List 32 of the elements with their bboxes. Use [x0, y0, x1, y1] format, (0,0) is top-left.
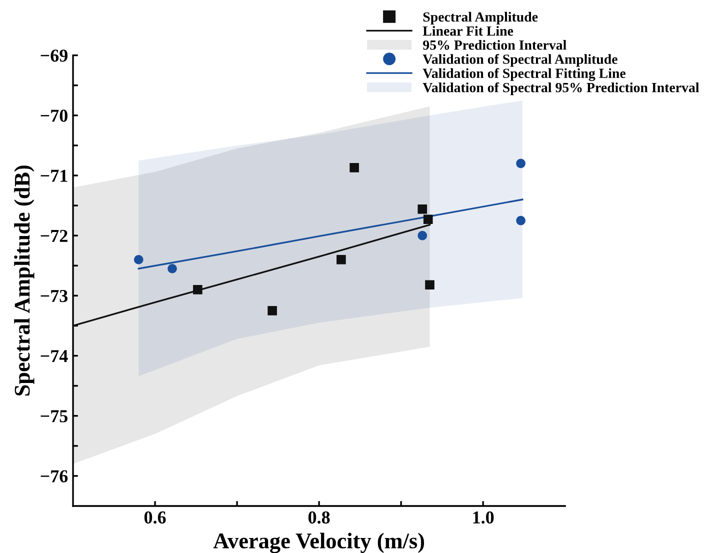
- x-axis-title: Average Velocity (m/s): [213, 532, 424, 553]
- legend-label: Validation of Spectral Amplitude: [422, 54, 618, 67]
- x-tick-label: 1.0: [473, 511, 494, 524]
- point: [418, 230, 428, 240]
- point: [516, 158, 526, 168]
- y-tick-label: −71: [40, 170, 68, 182]
- x-tick-label: 0.6: [144, 511, 166, 524]
- y-tick-label: −73: [40, 290, 68, 302]
- point: [516, 216, 526, 226]
- point: [350, 163, 359, 172]
- point: [193, 285, 202, 294]
- y-tick-label: −75: [40, 410, 68, 422]
- point: [423, 214, 433, 224]
- y-tick-label: −69: [40, 50, 68, 62]
- point: [268, 306, 277, 316]
- y-tick-label: −72: [40, 230, 68, 242]
- point: [134, 254, 144, 264]
- x-tick-label: 0.8: [308, 511, 330, 524]
- text: 95% Prediction Interval: [423, 40, 566, 50]
- y-axis-title: Spectral Amplitude (dB): [14, 166, 34, 396]
- annotation: Validation of Spectral 95% Prediction Interval: [422, 82, 700, 96]
- y-tick-label: −76: [40, 470, 68, 482]
- legend-label: Spectral Amplitude: [423, 12, 538, 24]
- line-series: [138, 198, 524, 270]
- y-tick-label: −70: [40, 110, 68, 122]
- point: [418, 204, 428, 214]
- point: [168, 264, 177, 274]
- legend-label: Validation of Spectral Fitting Line: [422, 68, 626, 81]
- point: [425, 280, 434, 290]
- y-tick-label: −74: [40, 350, 68, 362]
- legend-label: Linear Fit Line: [422, 26, 514, 36]
- point: [336, 254, 346, 264]
